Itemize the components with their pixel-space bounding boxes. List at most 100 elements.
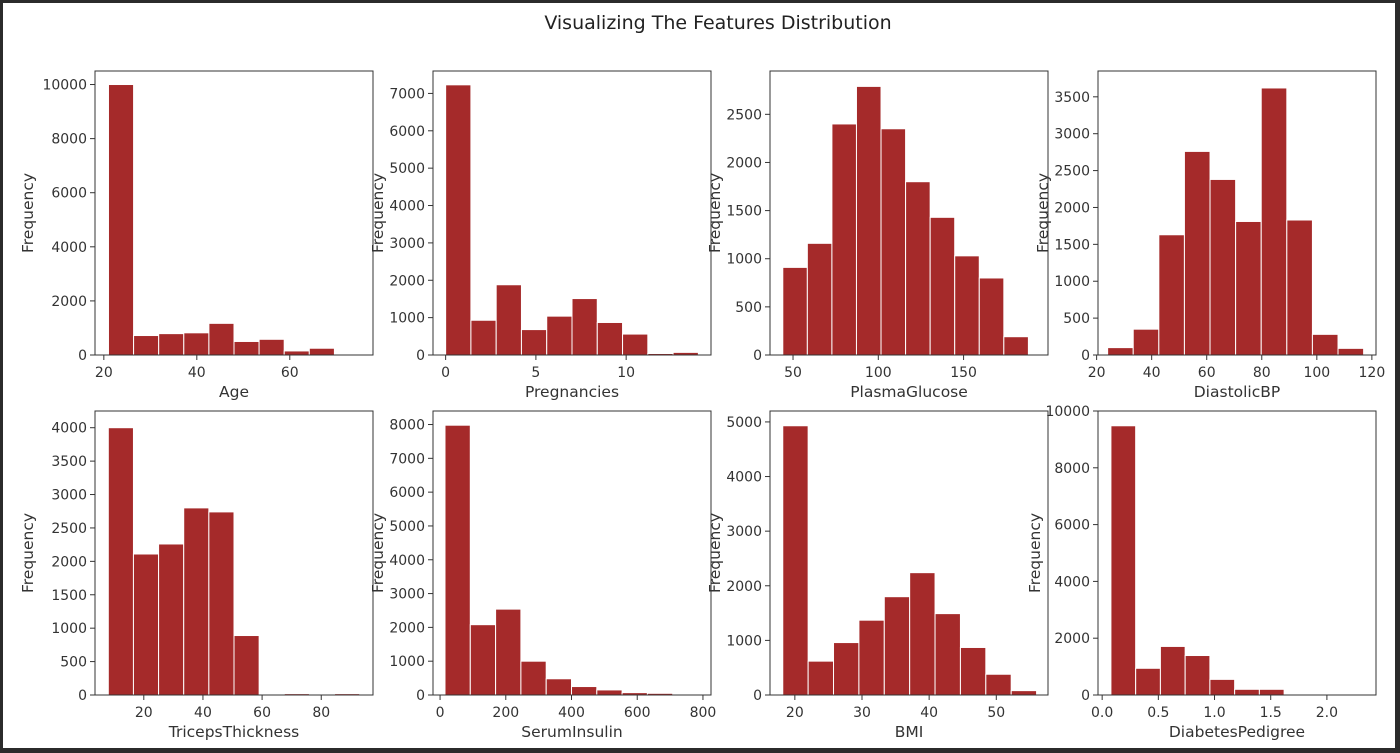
x-tick-label: 20 xyxy=(135,705,153,721)
x-tick-label: 150 xyxy=(950,365,977,381)
histogram-bar xyxy=(183,507,210,696)
y-tick-label: 5000 xyxy=(389,519,425,535)
y-tick-label: 3500 xyxy=(1054,90,1090,106)
axes-frame xyxy=(432,70,712,356)
x-tick-label: 0.0 xyxy=(1091,705,1113,721)
histogram-bmi: 20 30 40 50 0 1000 2000 3000 4000 5000 BMI Frequenc… xyxy=(706,410,1049,741)
histogram-bar xyxy=(1337,347,1365,356)
histogram-bar xyxy=(596,689,623,696)
y-tick-label: 1000 xyxy=(726,252,762,268)
axes-frame xyxy=(1097,410,1377,696)
x-axis-label: BMI xyxy=(895,723,924,741)
histogram-bar xyxy=(883,596,911,696)
x-axis-label: DiabetesPedigree xyxy=(1169,723,1305,741)
y-tick-label: 8000 xyxy=(51,132,87,148)
y-axis-label: Frequency xyxy=(19,513,37,593)
histogram-seruminsulin: 0 200 400 600 800010002000300040005000600070… xyxy=(369,410,717,741)
y-tick-label: 3000 xyxy=(389,236,425,252)
x-tick-label: 1.5 xyxy=(1260,705,1282,721)
y-tick-label: 3000 xyxy=(389,587,425,603)
y-tick-label: 1000 xyxy=(1054,274,1090,290)
histogram-bar xyxy=(622,333,649,356)
histogram-bar xyxy=(934,613,961,696)
y-tick-label: 4000 xyxy=(389,199,425,215)
histogram-bar xyxy=(1260,87,1288,356)
histogram-bar xyxy=(132,553,160,696)
y-tick-label: 0 xyxy=(416,348,425,364)
y-tick-label: 6000 xyxy=(51,186,87,202)
histogram-plasmaglucose: 50 100 15005001000150020002500PlasmaGlucos… xyxy=(706,70,1049,401)
histogram-bar xyxy=(469,624,497,696)
y-tick-label: 1500 xyxy=(1054,237,1090,253)
histogram-bar xyxy=(1209,178,1237,356)
y-tick-label: 4000 xyxy=(1054,574,1090,590)
x-tick-label: 40 xyxy=(188,365,206,381)
y-tick-label: 3000 xyxy=(1054,127,1090,143)
x-tick-label: 100 xyxy=(1303,365,1330,381)
histogram-bar xyxy=(308,347,335,356)
y-tick-label: 8000 xyxy=(389,418,425,434)
y-tick-label: 2000 xyxy=(389,273,425,289)
x-tick-label: 40 xyxy=(920,705,938,721)
x-tick-label: 30 xyxy=(853,705,871,721)
histogram-diastolicbp: 20 40 60 80 100 120 0 500 1000 1500 2000 2500 3000 35… xyxy=(1034,70,1385,401)
histogram-bar xyxy=(445,84,472,356)
x-tick-label: 10 xyxy=(617,365,635,381)
x-tick-label: 600 xyxy=(624,705,651,721)
axes-frame xyxy=(94,410,374,696)
y-tick-label: 5000 xyxy=(389,161,425,177)
y-tick-label: 10000 xyxy=(42,78,87,94)
histogram-bar xyxy=(107,427,134,696)
y-tick-label: 3500 xyxy=(51,454,87,470)
histogram-bar xyxy=(470,319,497,356)
axes-frame xyxy=(94,70,374,356)
y-tick-label: 0 xyxy=(416,688,425,704)
x-axis-label: PlasmaGlucose xyxy=(850,383,968,401)
x-tick-label: 80 xyxy=(312,705,330,721)
x-tick-label: 80 xyxy=(1253,365,1271,381)
x-tick-label: 0.5 xyxy=(1147,705,1169,721)
histogram-bar xyxy=(1159,645,1186,696)
histogram-bar xyxy=(571,686,598,696)
y-tick-label: 2000 xyxy=(51,294,87,310)
y-tick-label: 6000 xyxy=(389,124,425,140)
y-tick-label: 1000 xyxy=(389,654,425,670)
histogram-bar xyxy=(233,340,260,356)
histogram-bar xyxy=(1158,234,1185,356)
x-axis-label: DiastolicBP xyxy=(1194,383,1281,401)
x-axis-label: Age xyxy=(219,383,249,401)
histogram-bar xyxy=(954,255,980,356)
x-tick-label: 50 xyxy=(987,705,1005,721)
x-tick-label: 60 xyxy=(281,365,299,381)
y-tick-label: 10000 xyxy=(1045,404,1090,420)
histogram-bar xyxy=(782,425,809,696)
y-axis-label: Frequency xyxy=(1034,173,1052,253)
y-tick-label: 6000 xyxy=(1054,518,1090,534)
x-tick-label: 1.0 xyxy=(1203,705,1225,721)
histogram-bar xyxy=(807,660,835,696)
histogram-bar xyxy=(158,333,185,356)
x-tick-label: 800 xyxy=(690,705,717,721)
axes-frame xyxy=(769,410,1049,696)
x-tick-label: 20 xyxy=(1088,365,1106,381)
histogram-bar xyxy=(233,635,260,696)
histogram-bar xyxy=(444,424,471,696)
x-tick-label: 100 xyxy=(865,365,892,381)
y-tick-label: 8000 xyxy=(1054,461,1090,477)
histogram-bar xyxy=(909,572,936,696)
histogram-bar xyxy=(905,181,931,356)
y-tick-label: 7000 xyxy=(389,451,425,467)
y-axis-label: Frequency xyxy=(369,173,387,253)
histogram-bar xyxy=(133,335,160,356)
y-tick-label: 4000 xyxy=(726,470,762,486)
histogram-bar xyxy=(545,678,573,696)
histogram-bar xyxy=(959,646,987,696)
histogram-bar xyxy=(855,85,882,356)
figure-canvas: Visualizing The Features Distribution 20… xyxy=(3,3,1395,748)
histogram-age: 20 40 60 0 2000 4000 6000 8000 10000 Age Frequency xyxy=(19,70,374,401)
x-axis-label: Pregnancies xyxy=(525,383,619,401)
histogram-bar xyxy=(929,216,956,356)
histogram-bar xyxy=(520,660,547,696)
y-tick-label: 0 xyxy=(1081,348,1090,364)
histogram-bar xyxy=(1311,333,1339,356)
